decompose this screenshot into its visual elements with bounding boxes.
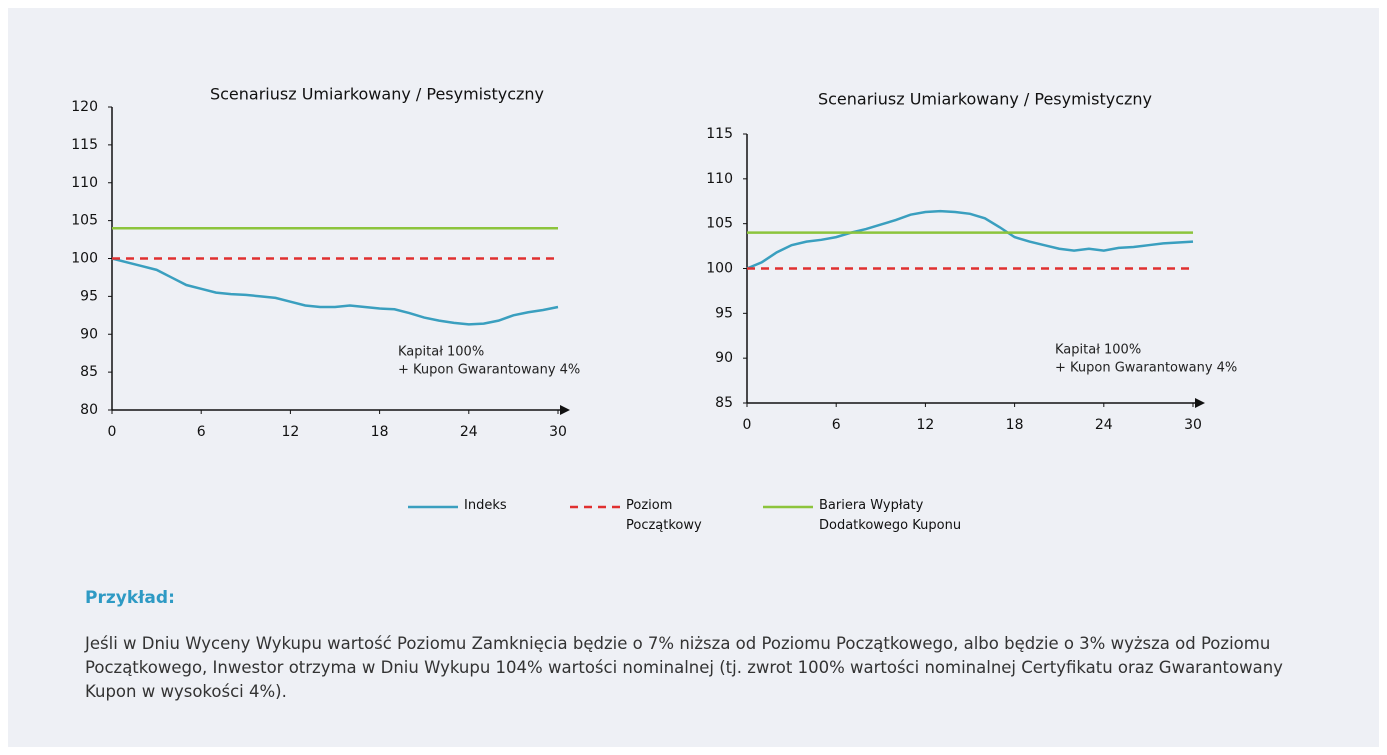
example-text: Jeśli w Dniu Wyceny Wykupu wartość Pozio… — [85, 634, 1283, 701]
page: Scenariusz Umiarkowany / Pesymistyczny 80… — [8, 8, 1379, 747]
x-tick-label: 24 — [1095, 417, 1113, 433]
y-tick-label: 120 — [71, 99, 98, 115]
legend-label: Bariera Wypłaty Dodatkowego Kuponu — [819, 498, 962, 533]
x-tick-label: 12 — [916, 417, 934, 433]
legend-item: Indeks — [408, 496, 507, 516]
y-tick-label: 115 — [71, 137, 98, 153]
y-tick-label: 115 — [706, 126, 733, 142]
legend-swatch — [763, 505, 813, 509]
x-tick-label: 24 — [460, 424, 478, 440]
annotation: Kapitał 100% — [398, 345, 484, 360]
x-tick-label: 6 — [197, 424, 206, 440]
annotation: Kapitał 100% — [1055, 343, 1141, 358]
x-tick-label: 30 — [1184, 417, 1202, 433]
legend-item: Poziom Początkowy — [570, 496, 716, 536]
x-axis-arrow — [560, 405, 570, 415]
x-tick-label: 6 — [832, 417, 841, 433]
y-tick-label: 85 — [715, 395, 733, 411]
chart-title: Scenariusz Umiarkowany / Pesymistyczny — [210, 85, 544, 104]
y-tick-label: 100 — [71, 251, 98, 267]
y-tick-label: 85 — [80, 364, 98, 380]
y-tick-label: 90 — [715, 350, 733, 366]
x-tick-label: 0 — [743, 417, 752, 433]
legend-swatch — [570, 505, 620, 509]
y-tick-label: 105 — [706, 216, 733, 232]
legend-label: Indeks — [464, 498, 507, 513]
y-tick-label: 90 — [80, 326, 98, 342]
y-tick-label: 100 — [706, 261, 733, 277]
example-heading: Przykład: — [85, 588, 175, 608]
x-tick-label: 30 — [549, 424, 567, 440]
y-tick-label: 110 — [706, 171, 733, 187]
y-tick-label: 80 — [80, 402, 98, 418]
annotation: + Kupon Gwarantowany 4% — [398, 363, 580, 378]
legend-item: Bariera Wypłaty Dodatkowego Kuponu — [763, 496, 989, 536]
y-tick-label: 95 — [80, 288, 98, 304]
y-tick-label: 95 — [715, 305, 733, 321]
legend-label: Poziom Początkowy — [626, 498, 702, 533]
x-tick-label: 18 — [371, 424, 389, 440]
y-tick-label: 110 — [71, 175, 98, 191]
annotation: + Kupon Gwarantowany 4% — [1055, 361, 1237, 376]
x-tick-label: 0 — [108, 424, 117, 440]
x-tick-label: 12 — [281, 424, 299, 440]
x-axis-arrow — [1195, 398, 1205, 408]
charts: Scenariusz Umiarkowany / Pesymistyczny 80… — [71, 85, 1237, 441]
chart-title: Scenariusz Umiarkowany / Pesymistyczny — [818, 90, 1152, 109]
y-tick-label: 105 — [71, 213, 98, 229]
line-series — [111, 257, 559, 326]
x-tick-label: 18 — [1006, 417, 1024, 433]
line-series — [746, 209, 1194, 270]
legend-swatch — [408, 505, 458, 509]
